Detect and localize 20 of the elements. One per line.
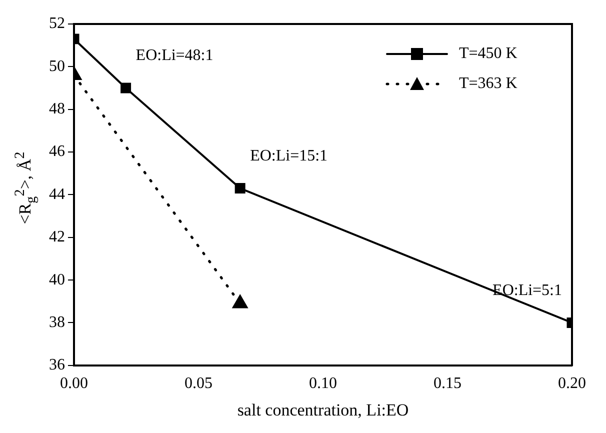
- x-tick-label: 0.00: [60, 375, 88, 392]
- annotation: EO:Li=15:1: [250, 148, 328, 164]
- y-tick-label: 50: [49, 58, 65, 75]
- annotation: EO:Li=5:1: [492, 282, 562, 299]
- legend-label: T=363 K: [459, 75, 518, 92]
- y-tick-label: 48: [49, 100, 65, 118]
- x-tick-label: 0.10: [309, 375, 337, 392]
- y-tick-label: 42: [49, 228, 65, 246]
- x-tick-label: 0.05: [184, 375, 212, 392]
- y-tick-label: 38: [49, 314, 65, 331]
- y-tick-label: 44: [49, 186, 65, 203]
- y-tick-label: 36: [49, 356, 65, 374]
- legend-label: T=450 K: [459, 45, 518, 62]
- y-tick-label: 46: [49, 143, 65, 160]
- x-tick-label: 0.15: [434, 375, 462, 392]
- y-tick-label: 52: [49, 15, 65, 32]
- annotation: EO:Li=48:1: [136, 47, 214, 64]
- x-tick-label: 0.20: [558, 375, 586, 392]
- x-axis-title: salt concentration, Li:EO: [237, 400, 409, 420]
- y-tick-label: 40: [49, 271, 65, 288]
